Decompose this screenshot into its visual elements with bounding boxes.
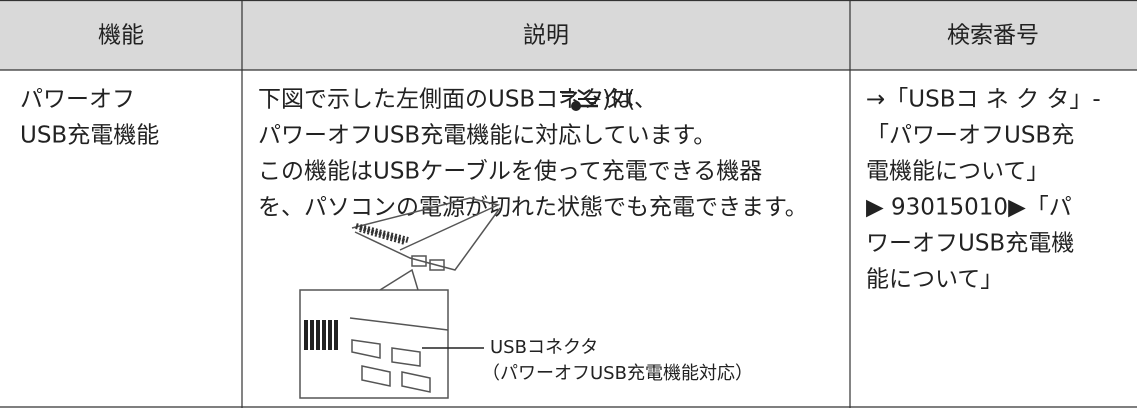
description-text: を、パソコンの電源が切れた状態でも充電できます。 <box>258 195 808 221</box>
usb-ss-icon <box>560 89 601 111</box>
search-text: →「USBコ ネ ク タ」- <box>866 87 1101 113</box>
header-cell: 説明 <box>523 23 569 49</box>
function-text: USB充電機能 <box>20 123 159 149</box>
description-text: パワーオフUSB充電機能に対応しています。 <box>258 123 716 149</box>
figure-callout: （パワーオフUSB充電機能対応） <box>482 363 753 384</box>
function-text: パワーオフ <box>20 87 135 113</box>
search-text: 「パワーオフUSB充 <box>866 123 1074 149</box>
description-text: この機能はUSBケーブルを使って充電できる機器 <box>258 159 762 185</box>
search-text: 電機能について」 <box>866 159 1049 185</box>
search-text: ワーオフUSB充電機 <box>866 231 1074 257</box>
header-bg <box>0 0 1137 70</box>
header-cell: 機能 <box>98 23 144 49</box>
laptop-illustration <box>299 197 501 399</box>
figure-callout: USBコネクタ <box>490 337 598 358</box>
header-cell: 検索番号 <box>947 23 1039 49</box>
search-text: 能について」 <box>866 267 1003 293</box>
search-text: ▶ 93015010▶「パ <box>866 195 1072 221</box>
description-text: )は、 <box>602 87 657 113</box>
